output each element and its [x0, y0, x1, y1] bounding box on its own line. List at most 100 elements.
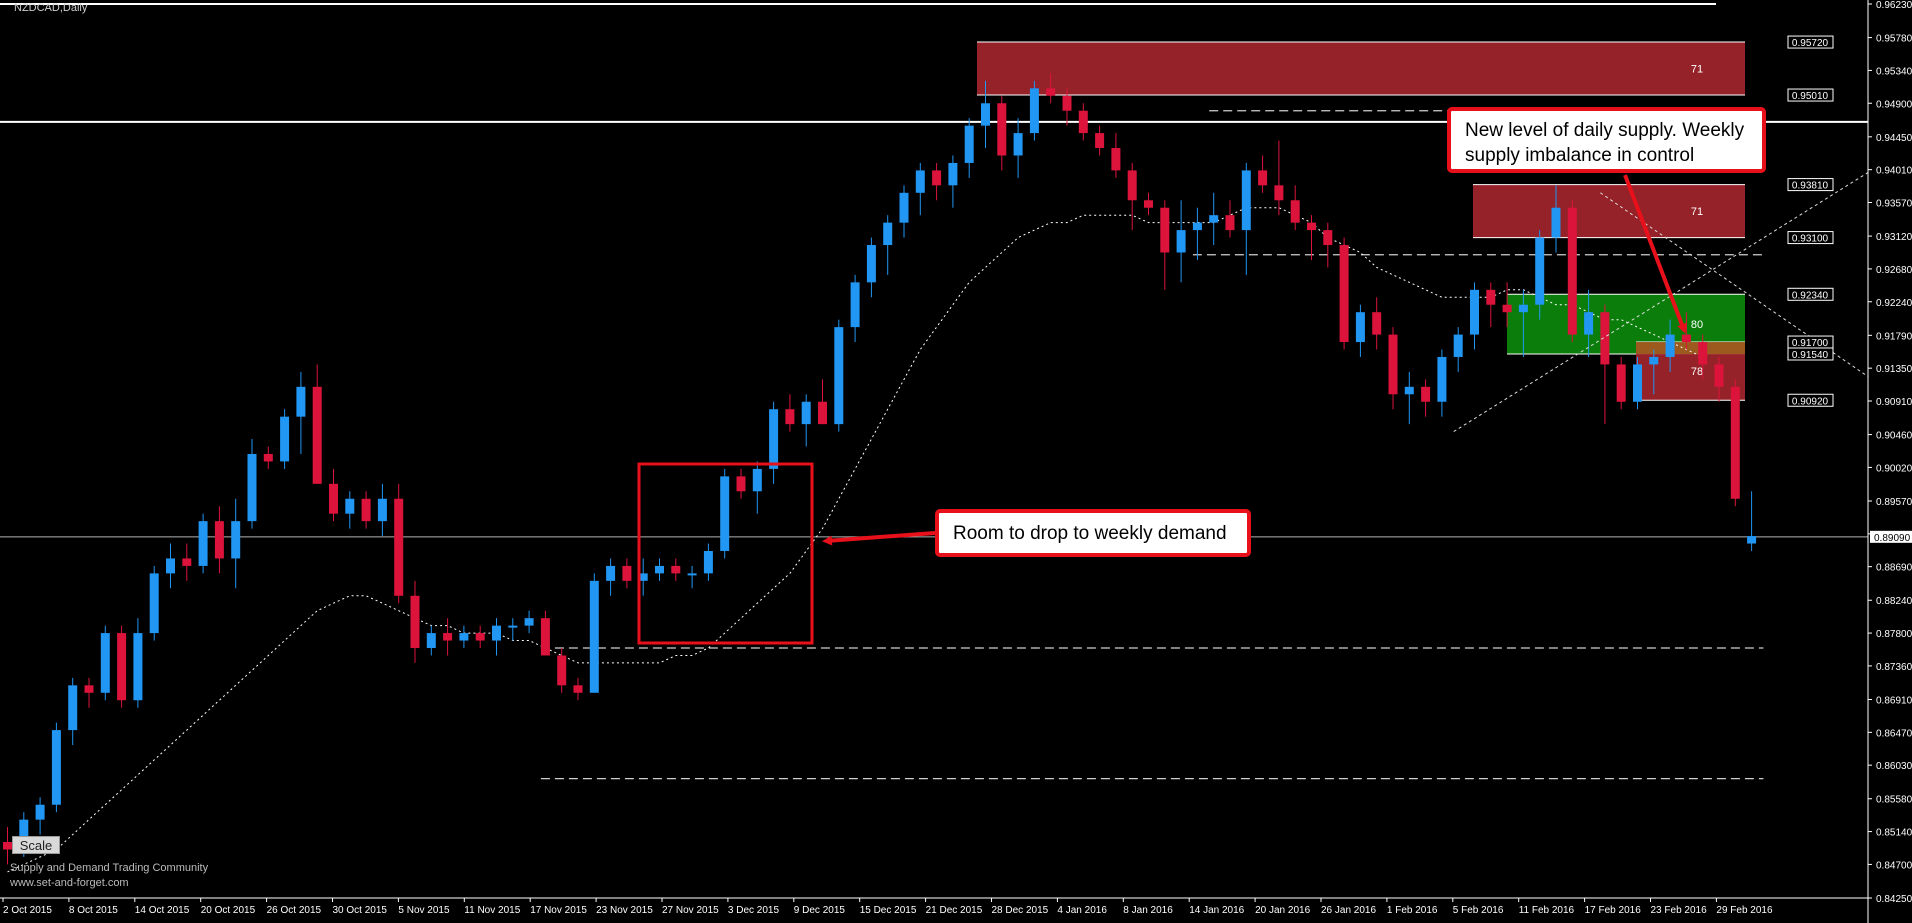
candle	[1144, 192, 1153, 216]
candle	[508, 618, 518, 641]
candle	[866, 237, 876, 298]
zone-price-tag-box	[1787, 393, 1834, 407]
price-tick-label: 0.94900	[1876, 99, 1912, 110]
candle	[703, 543, 713, 581]
date-tick-label: 11 Feb 2016	[1519, 905, 1575, 916]
candle-body	[1339, 245, 1349, 343]
candle	[3, 827, 12, 865]
candle-body	[1567, 207, 1577, 335]
price-tick-label: 0.89570	[1876, 497, 1912, 508]
price-tick-label: 0.84700	[1876, 860, 1912, 871]
candle-body	[166, 558, 175, 574]
candle	[883, 215, 893, 275]
candle	[1714, 356, 1724, 402]
candle	[1323, 222, 1333, 268]
candle	[1307, 215, 1316, 260]
candle-body	[834, 327, 844, 425]
candle-body	[1649, 356, 1659, 365]
candle-body	[981, 103, 990, 126]
candle-body	[964, 125, 974, 163]
date-tick-label: 30 Oct 2015	[333, 905, 388, 916]
candle-body	[1225, 215, 1235, 231]
candle	[475, 625, 485, 649]
annotation-daily-supply: New level of daily supply. Weekly supply…	[1447, 107, 1766, 173]
zone-price-tag: 0.95720	[1792, 38, 1829, 49]
candle	[915, 162, 925, 216]
candle-body	[1584, 312, 1594, 335]
candle-body	[1095, 133, 1105, 149]
candle-body	[410, 595, 420, 649]
price-tick-label: 0.93120	[1876, 232, 1912, 243]
price-tick-label: 0.90460	[1876, 431, 1912, 442]
price-tick-label: 0.88690	[1876, 563, 1912, 574]
candle	[1470, 282, 1479, 350]
date-tick-label: 21 Dec 2015	[926, 905, 983, 916]
price-tick-label: 0.92680	[1876, 265, 1912, 276]
candle-body	[377, 498, 387, 522]
candle	[1388, 327, 1398, 410]
zone-price-tag: 0.93100	[1792, 234, 1829, 245]
price-tick-label: 0.90020	[1876, 463, 1912, 474]
candle-body	[1600, 312, 1610, 365]
candle-body	[1470, 289, 1479, 335]
candle-body	[1633, 364, 1642, 402]
candle	[35, 797, 45, 835]
zone-price-tag-box	[1787, 35, 1834, 49]
candle-body	[720, 476, 730, 551]
candle	[981, 80, 990, 149]
date-tick-label: 3 Dec 2015	[728, 905, 780, 916]
candle	[785, 394, 795, 432]
candle	[149, 565, 159, 641]
candle-body	[1062, 95, 1072, 111]
zone-price-tag: 0.92340	[1792, 290, 1829, 301]
price-tick-label: 0.88240	[1876, 596, 1912, 607]
arrow-to-supply	[1623, 174, 1687, 334]
candle	[997, 95, 1007, 171]
candle-body	[214, 521, 224, 559]
price-tick-label: 0.96230	[1876, 0, 1912, 11]
candle-body	[1502, 304, 1512, 313]
candle-body	[687, 573, 697, 576]
candle-body	[1290, 200, 1300, 223]
candle	[1567, 200, 1577, 343]
candle	[459, 625, 469, 649]
price-tick-label: 0.91790	[1876, 331, 1912, 342]
zone-overlap	[1636, 342, 1745, 354]
candle-body	[329, 483, 338, 514]
candle	[932, 162, 942, 201]
candle	[622, 558, 632, 589]
price-tick-label: 0.93570	[1876, 199, 1912, 210]
candle-body	[1274, 185, 1284, 201]
candle	[1290, 185, 1300, 231]
candle	[899, 185, 909, 238]
candle	[606, 558, 616, 596]
candle-body	[589, 580, 599, 693]
candle	[1502, 282, 1512, 328]
candle	[182, 543, 192, 581]
watermark-url: www.set-and-forget.com	[10, 877, 129, 889]
candle	[769, 401, 779, 484]
candle-body	[736, 476, 746, 492]
moving-average-line	[7, 207, 1703, 873]
date-tick-label: 28 Dec 2015	[992, 905, 1049, 916]
scale-button[interactable]: Scale	[12, 836, 60, 854]
candle	[198, 513, 208, 574]
candle-body	[1714, 364, 1724, 387]
candle-body	[492, 625, 501, 641]
candle-body	[785, 409, 795, 425]
date-tick-label: 2 Oct 2015	[3, 905, 52, 916]
date-tick-label: 17 Feb 2016	[1585, 905, 1642, 916]
candle	[1551, 185, 1561, 253]
candle	[818, 379, 827, 425]
candle-body	[133, 633, 143, 701]
candle-body	[1730, 386, 1740, 499]
candle-body	[1453, 334, 1463, 357]
current-price-tag-box	[1870, 530, 1912, 543]
candle-body	[1160, 207, 1170, 253]
annotation-daily-supply-text: New level of daily supply. Weekly supply…	[1465, 120, 1745, 166]
annotation-weekly-demand: Room to drop to weekly demand	[935, 509, 1251, 557]
candle	[752, 461, 762, 514]
candle-body	[638, 573, 648, 581]
candle-body	[198, 521, 208, 566]
candle	[361, 491, 371, 529]
